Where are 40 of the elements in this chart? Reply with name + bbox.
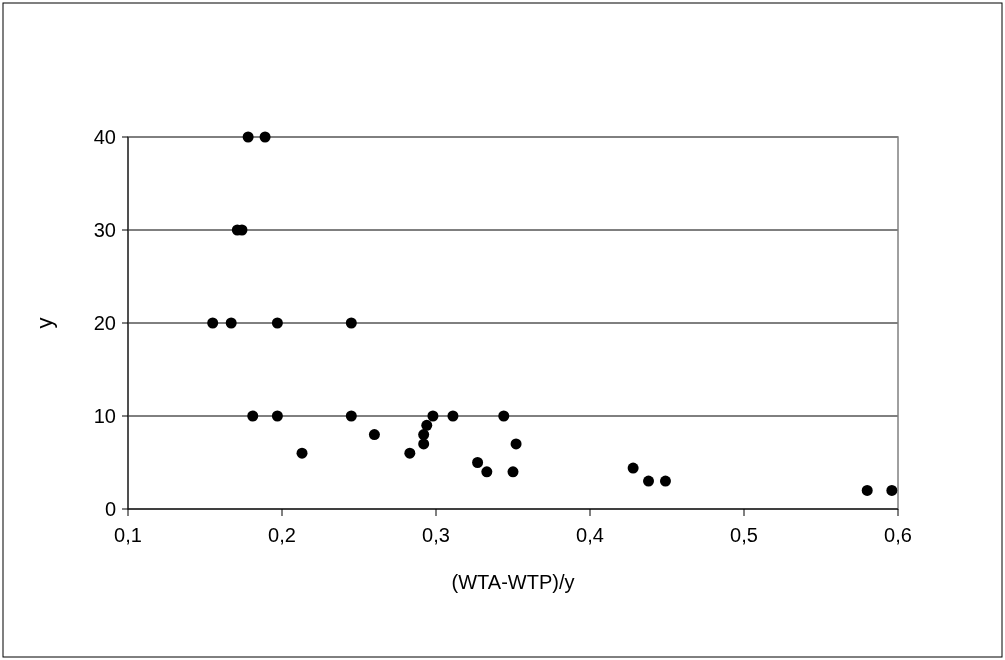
point xyxy=(368,429,380,441)
x-tick-label: 0,3 xyxy=(422,524,450,546)
y-axis-title: y xyxy=(32,317,57,329)
point xyxy=(242,131,254,143)
x-axis-title: (WTA-WTP)/y xyxy=(451,571,575,593)
point xyxy=(271,410,283,422)
point xyxy=(225,317,237,329)
y-tick-label: 30 xyxy=(93,219,116,241)
point xyxy=(418,429,430,441)
point xyxy=(247,410,259,422)
x-tick-label: 0,4 xyxy=(576,524,604,546)
x-tick-label: 0,2 xyxy=(268,524,296,546)
point xyxy=(296,447,308,459)
point xyxy=(498,410,510,422)
y-tick-label: 10 xyxy=(93,405,116,427)
point xyxy=(481,466,493,478)
point xyxy=(427,410,439,422)
x-tick-label: 0,6 xyxy=(884,524,912,546)
point xyxy=(345,410,357,422)
y-tick-label: 0 xyxy=(104,498,116,520)
point xyxy=(421,419,433,431)
point xyxy=(404,447,416,459)
point xyxy=(259,131,271,143)
y-tick-label: 40 xyxy=(93,126,116,148)
point xyxy=(510,438,522,450)
point xyxy=(507,466,519,478)
point xyxy=(627,462,639,474)
point xyxy=(861,484,873,496)
point xyxy=(472,457,484,468)
point xyxy=(271,317,283,329)
point xyxy=(886,484,898,496)
point xyxy=(643,475,655,487)
y-tick-label: 20 xyxy=(93,312,116,334)
x-tick-label: 0,1 xyxy=(114,524,142,546)
point xyxy=(447,410,459,422)
point xyxy=(207,317,219,329)
point xyxy=(659,475,671,487)
point xyxy=(345,317,357,329)
x-tick-label: 0,5 xyxy=(730,524,758,546)
point xyxy=(418,438,430,450)
